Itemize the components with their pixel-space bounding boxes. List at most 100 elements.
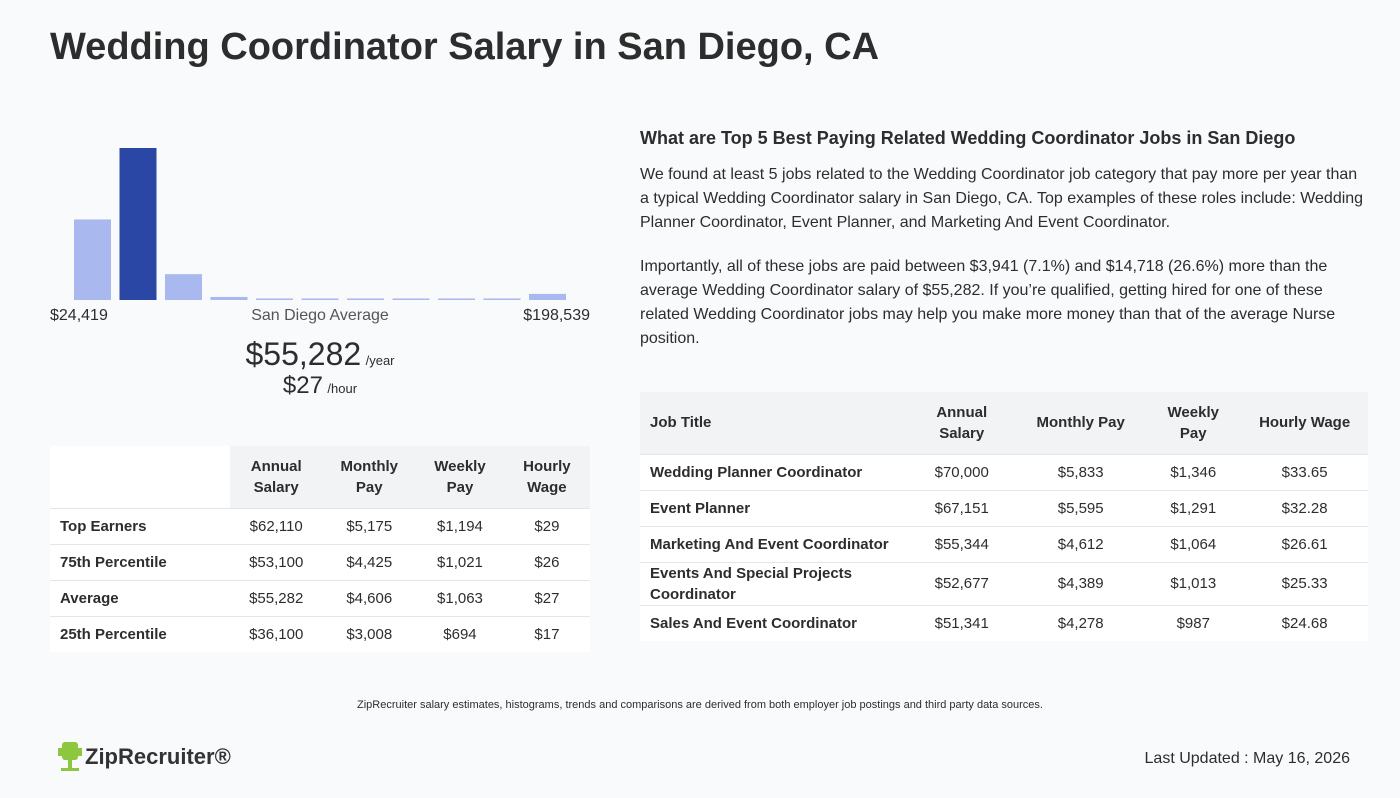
table-row: Event Planner $67,151 $5,595 $1,291 $32.28 (640, 490, 1368, 526)
cell: $5,833 (1057, 463, 1104, 481)
bar (210, 296, 248, 300)
cell: $694 (443, 625, 477, 643)
cell: $5,595 (1057, 499, 1104, 517)
cell: $3,008 (346, 625, 393, 643)
cell: $24.68 (1281, 614, 1328, 632)
row-label: Sales And Event Coordinator (650, 614, 857, 632)
max-label: $198,539 (523, 307, 590, 324)
cell: $52,677 (934, 575, 989, 592)
cell: $27 (534, 589, 560, 607)
bar (165, 274, 202, 300)
header-cell: Weekly Pay (1145, 392, 1242, 454)
header-cell: Hourly Wage (1241, 392, 1368, 454)
yearly-average: $55,282 /year (50, 336, 590, 373)
cell: $51,341 (934, 614, 989, 632)
related-heading: What are Top 5 Best Paying Related Weddi… (640, 128, 1296, 148)
header-cell: Annual Salary (229, 446, 323, 508)
cell: $33.65 (1281, 463, 1328, 481)
table-row: Events And Special Projects Coordinator $… (640, 562, 1368, 605)
header-cell: Monthly Pay (1016, 392, 1146, 454)
cell: $67,151 (934, 499, 989, 517)
table-row: Top Earners $62,110 $5,175 $1,194 $29 (50, 508, 590, 544)
cell: $62,110 (249, 517, 303, 535)
cell: $29 (534, 517, 560, 535)
row-label: Top Earners (60, 517, 147, 535)
page-title: Wedding Coordinator Salary in San Diego,… (50, 26, 880, 68)
bar (347, 298, 384, 300)
cell: $36,100 (249, 625, 304, 643)
table-header: Annual Salary Monthly Pay Weekly Pay Hourly… (50, 446, 590, 508)
bar (483, 298, 521, 300)
cell: $1,194 (437, 517, 483, 535)
bar (301, 298, 339, 300)
salary-table: Annual Salary Monthly Pay Weekly Pay Hourly… (50, 446, 590, 652)
row-label: 75th Percentile (60, 553, 167, 571)
cell: $4,278 (1057, 614, 1104, 632)
histogram (74, 148, 566, 300)
table-row: Sales And Event Coordinator $51,341 $4,278… (640, 605, 1368, 641)
table-body: Top Earners $62,110 $5,175 $1,194 $29 75th Pe… (50, 508, 590, 652)
row-label: Wedding Planner Coordinator (650, 463, 863, 481)
logo: ZipRecruiter® (85, 744, 231, 769)
cell: $4,389 (1057, 575, 1104, 592)
cell: $1,021 (437, 553, 483, 571)
related-table: Job Title Annual Salary Monthly Pay Weekly … (640, 392, 1368, 641)
paragraph: Importantly, all of these jobs are paid … (640, 258, 1336, 347)
header-cell: Monthly Pay (322, 446, 417, 508)
cell: $4,606 (346, 589, 393, 607)
bar (392, 298, 430, 300)
cell: $1,063 (437, 589, 483, 607)
bar (74, 219, 111, 300)
cell: $4,612 (1057, 535, 1104, 553)
header-cell: Annual Salary (907, 392, 1017, 454)
bar (256, 298, 293, 300)
row-label: Marketing And Event Coordinator (650, 535, 889, 553)
row-label: Events And Special Projects Coordinator (650, 564, 853, 603)
row-label: Average (60, 589, 119, 607)
header-cell: Weekly Pay (416, 446, 504, 508)
bar (529, 293, 566, 300)
paragraph: We found at least 5 jobs related to the … (640, 166, 1364, 231)
table-body: Wedding Planner Coordinator $70,000 $5,833… (640, 454, 1368, 641)
cell: $70,000 (934, 463, 989, 481)
bar (119, 148, 157, 300)
hourly-value: $27 (282, 372, 323, 399)
header-cell (50, 446, 230, 508)
last-updated: Last Updated : May 16, 2026 (1144, 750, 1350, 767)
cell: $26 (534, 553, 560, 571)
disclaimer: ZipRecruiter salary estimates, histogram… (357, 699, 1043, 711)
cell: $4,425 (346, 553, 393, 571)
cell: $1,013 (1170, 575, 1217, 592)
table-row: Average $55,282 $4,606 $1,063 $27 (50, 580, 590, 616)
cell: $55,282 (249, 589, 304, 607)
cell: $55,344 (934, 535, 989, 553)
cell: $53,100 (249, 553, 304, 571)
bar (438, 298, 475, 300)
hourly-average: $27 /hour (50, 372, 590, 400)
cell: $1,064 (1170, 535, 1217, 553)
header-row: Job Title Annual Salary Monthly Pay Weekly … (640, 392, 1368, 454)
logo-icon (58, 742, 82, 771)
row-label: Event Planner (650, 499, 751, 517)
row-label: 25th Percentile (60, 625, 167, 643)
header-cell: Hourly Wage (503, 446, 590, 508)
min-label: $24,419 (50, 307, 108, 324)
cell: $5,175 (346, 517, 393, 535)
yearly-unit: /year (365, 353, 395, 368)
cell: $987 (1176, 614, 1210, 632)
table-row: Marketing And Event Coordinator $55,344 $4… (640, 526, 1368, 562)
hourly-unit: /hour (327, 381, 358, 396)
cell: $26.61 (1281, 535, 1328, 553)
table-row: Wedding Planner Coordinator $70,000 $5,833… (640, 454, 1368, 490)
table-row: 75th Percentile $53,100 $4,425 $1,021 $26 (50, 544, 590, 580)
cell: $32.28 (1281, 499, 1328, 517)
header-row: Annual Salary Monthly Pay Weekly Pay Hourly… (50, 446, 590, 508)
cell: $1,291 (1170, 499, 1217, 517)
yearly-value: $55,282 (245, 336, 362, 372)
cell: $17 (534, 625, 560, 643)
table-row: 25th Percentile $36,100 $3,008 $694 $17 (50, 616, 590, 652)
table-header: Job Title Annual Salary Monthly Pay Weekly … (640, 392, 1368, 454)
header-cell: Job Title (640, 392, 908, 454)
center-label: San Diego Average (251, 307, 389, 324)
